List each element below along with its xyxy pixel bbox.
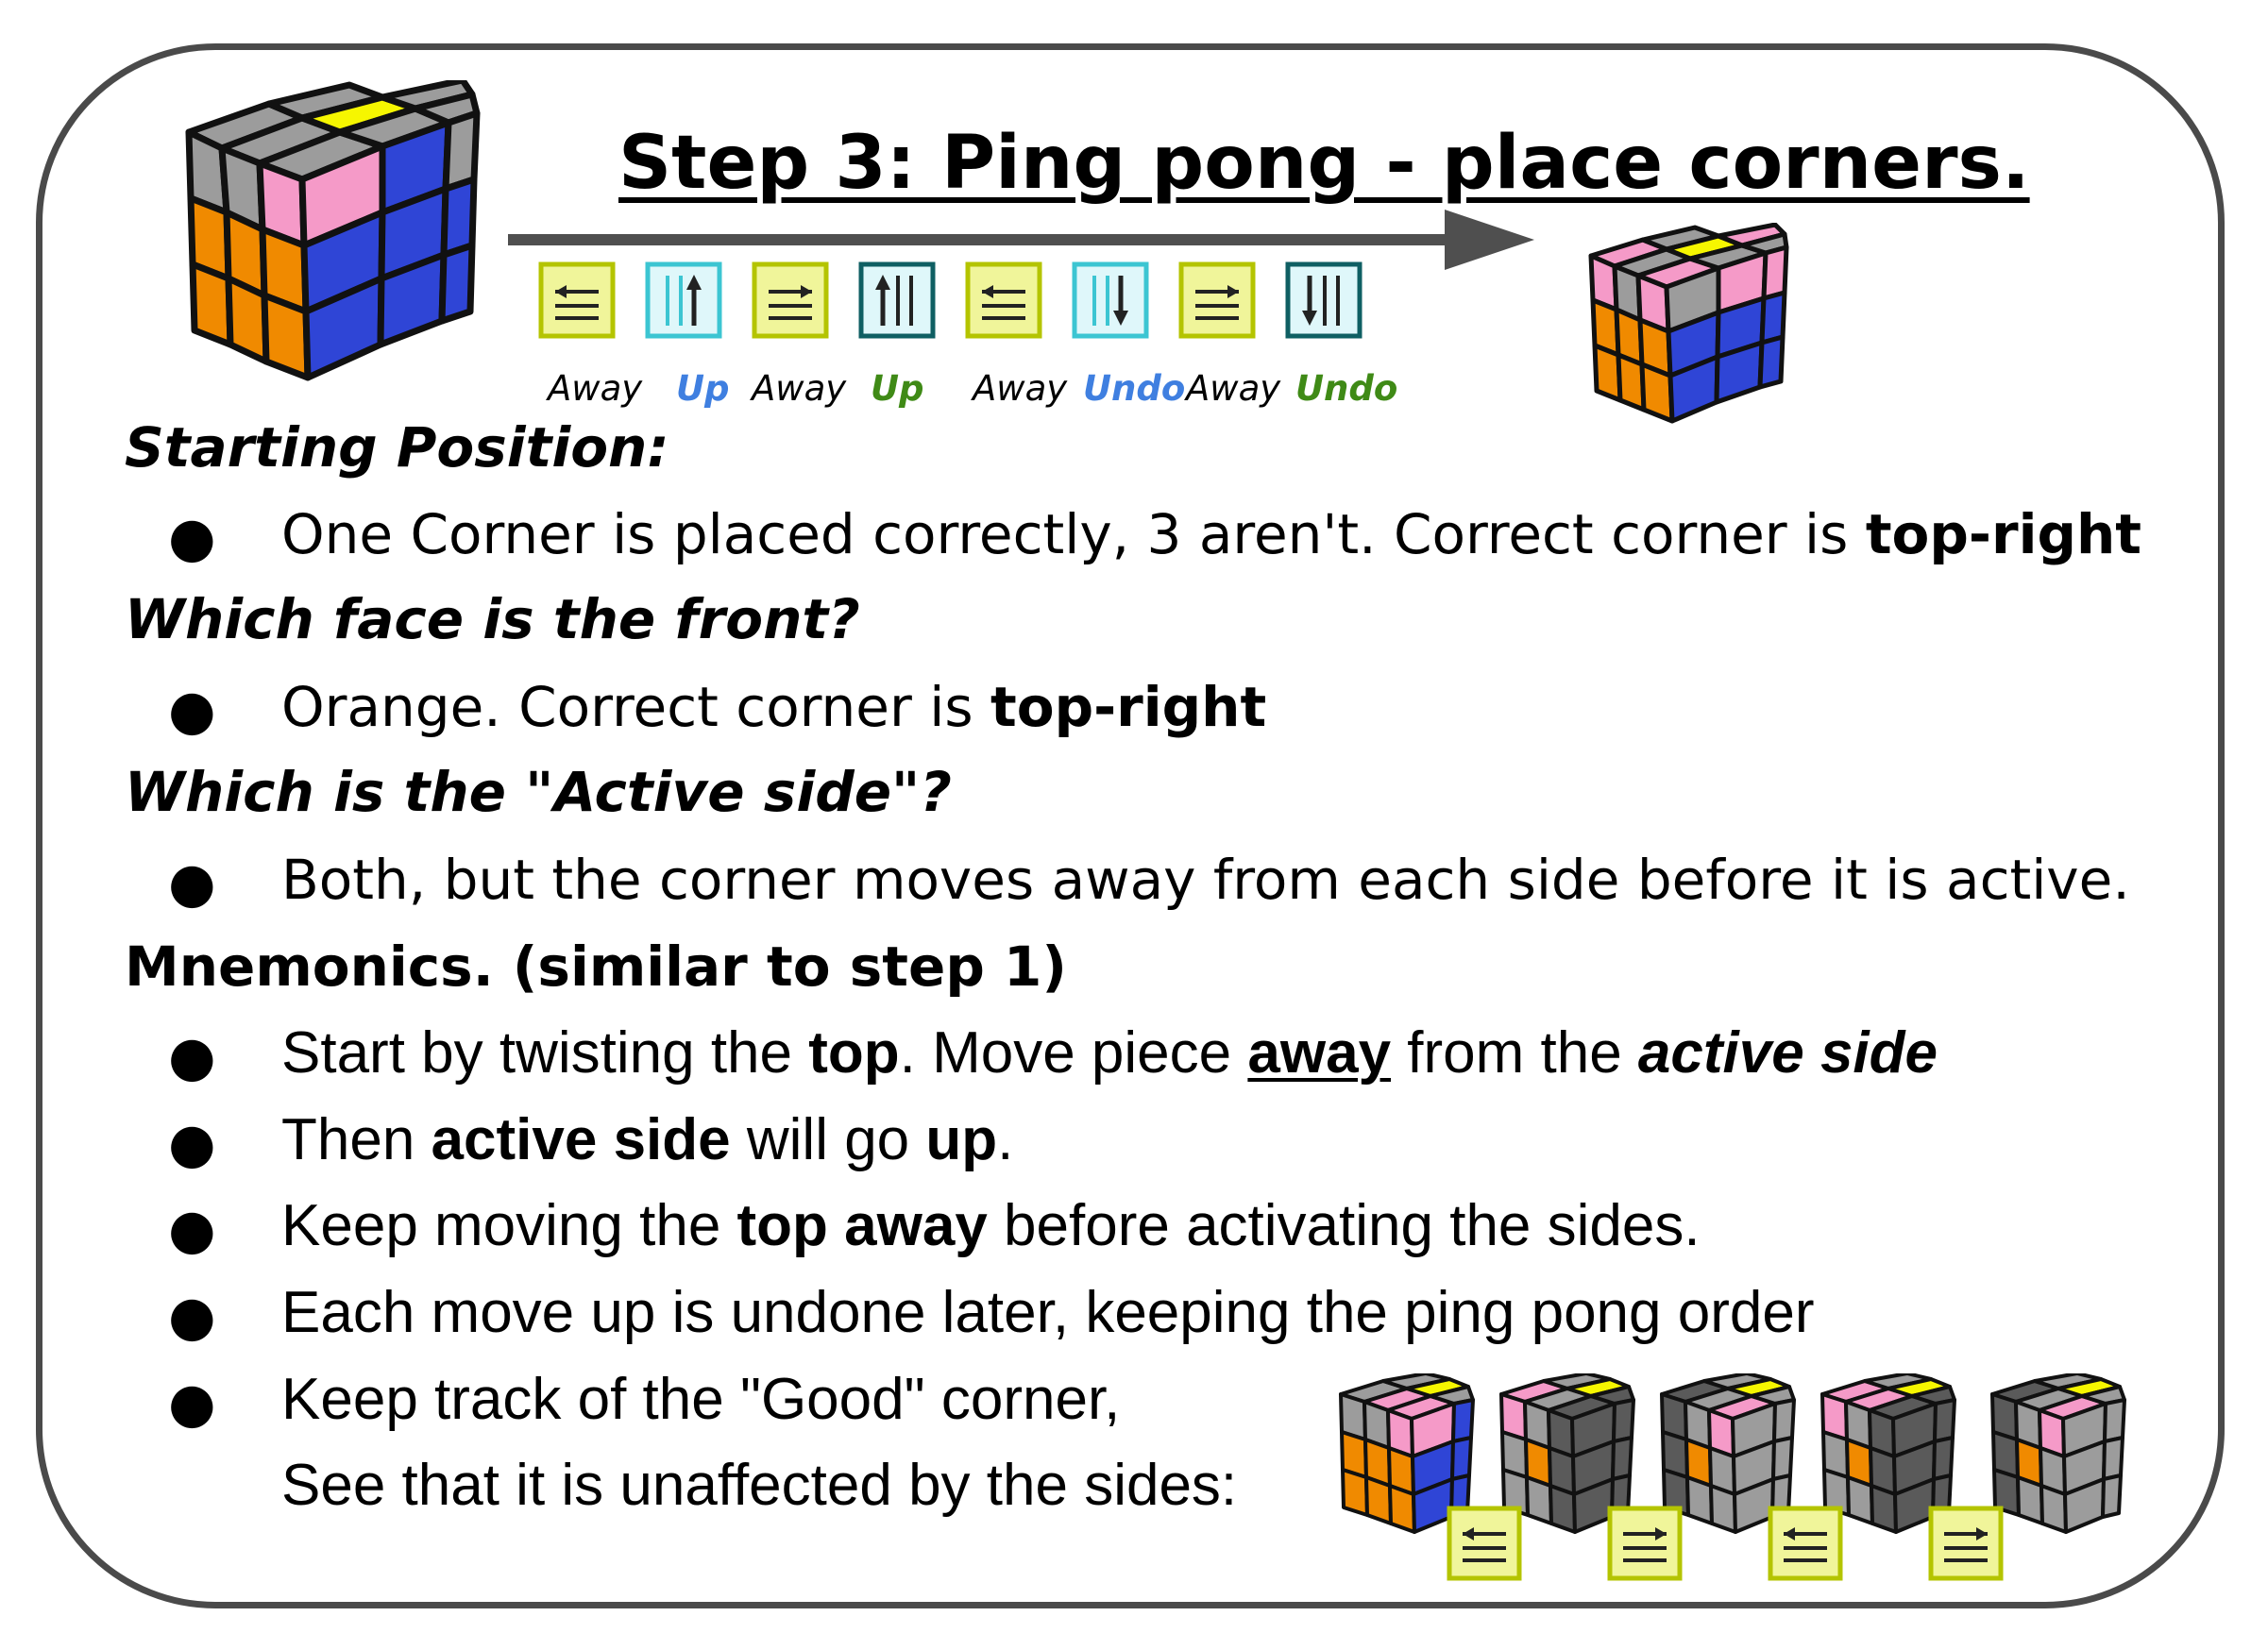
front-face-heading: Which face is the front? <box>125 587 860 651</box>
mnemonic-bullet-4: Each move up is undone later, keeping th… <box>281 1280 1815 1345</box>
bullet-marker: ● <box>168 505 216 569</box>
top-left-arrow-icon <box>538 261 616 339</box>
top-right-arrow-icon <box>1928 1506 2004 1581</box>
bullet-marker: ● <box>168 1197 216 1261</box>
bullet-marker: ● <box>168 678 216 742</box>
move-label: Undo <box>1083 368 1186 409</box>
active-side-bullet: Both, but the corner moves away from eac… <box>281 848 2130 912</box>
tracking-cube-1 <box>1339 1373 1475 1534</box>
corner-tracking-sequence <box>1336 1373 2148 1581</box>
move-icons-row <box>538 261 1379 342</box>
starting-cube-image <box>179 80 482 392</box>
top-right-arrow-icon <box>1607 1506 1683 1581</box>
active-side-heading: Which is the "Active side"? <box>125 760 952 824</box>
mnemonics-heading: Mnemonics. (similar to step 1) <box>125 934 1067 999</box>
sequence-arrow-head <box>1445 210 1534 270</box>
right-column-up-icon <box>645 261 722 339</box>
bullet-marker: ● <box>168 1284 216 1348</box>
starting-position-bullet: One Corner is placed correctly, 3 aren't… <box>281 502 2141 566</box>
page-title: Step 3: Ping pong - place corners. <box>618 121 2030 206</box>
top-left-arrow-icon <box>965 261 1042 339</box>
move-label: Away <box>973 368 1068 409</box>
move-label: Up <box>676 368 730 409</box>
top-right-arrow-icon <box>1178 261 1256 339</box>
bullet-marker: ● <box>168 850 216 915</box>
tracking-cube-5 <box>1990 1373 2126 1534</box>
move-label: Undo <box>1295 368 1398 409</box>
move-label: Away <box>548 368 643 409</box>
move-label: Away <box>752 368 847 409</box>
top-left-arrow-icon <box>1768 1506 1843 1581</box>
mnemonic-bullet-1: Start by twisting the top. Move piece aw… <box>281 1020 1938 1086</box>
bullet-marker: ● <box>168 1371 216 1435</box>
move-label: Away <box>1186 368 1281 409</box>
mnemonic-bullet-5-line1: Keep track of the "Good" corner, <box>281 1367 1121 1432</box>
tracking-cube-2 <box>1499 1373 1635 1534</box>
front-face-bullet: Orange. Correct corner is top-right <box>281 675 1267 739</box>
move-label: Up <box>871 368 924 409</box>
starting-position-heading: Starting Position: <box>125 415 669 480</box>
result-cube-image <box>1586 223 1794 435</box>
left-column-down-icon <box>1285 261 1362 339</box>
bullet-marker: ● <box>168 1024 216 1088</box>
top-left-arrow-icon <box>1447 1506 1522 1581</box>
mnemonic-bullet-2: Then active side will go up. <box>281 1107 1014 1172</box>
bullet-marker: ● <box>168 1111 216 1175</box>
sequence-arrow-line <box>508 234 1452 245</box>
mnemonic-bullet-5-line2: See that it is unaffected by the sides: <box>281 1453 1238 1518</box>
mnemonic-bullet-3: Keep moving the top away before activati… <box>281 1193 1701 1258</box>
right-column-down-icon <box>1072 261 1149 339</box>
left-column-up-icon <box>858 261 936 339</box>
top-right-arrow-icon <box>752 261 829 339</box>
